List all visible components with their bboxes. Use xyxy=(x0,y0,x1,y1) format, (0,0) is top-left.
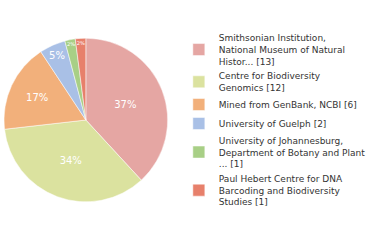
svg-text:University of Johannesburg,Dep: University of Johannesburg,Department of… xyxy=(219,136,365,169)
svg-text:Paul Hebert Centre for DNABarc: Paul Hebert Centre for DNABarcoding and … xyxy=(219,174,343,207)
svg-text:University of Guelph [2]: University of Guelph [2] xyxy=(219,119,327,129)
svg-text:34%: 34% xyxy=(60,155,82,166)
svg-text:37%: 37% xyxy=(114,99,136,110)
svg-text:5%: 5% xyxy=(49,50,65,61)
svg-text:2%: 2% xyxy=(67,41,75,47)
svg-text:2%: 2% xyxy=(77,40,85,46)
svg-text:Centre for BiodiversityGenomic: Centre for BiodiversityGenomics [12] xyxy=(219,71,321,93)
svg-text:Smithsonian Institution,Nation: Smithsonian Institution,National Museum … xyxy=(219,33,345,66)
svg-text:Mined from GenBank, NCBI [6]: Mined from GenBank, NCBI [6] xyxy=(219,100,357,110)
svg-text:17%: 17% xyxy=(26,92,48,103)
